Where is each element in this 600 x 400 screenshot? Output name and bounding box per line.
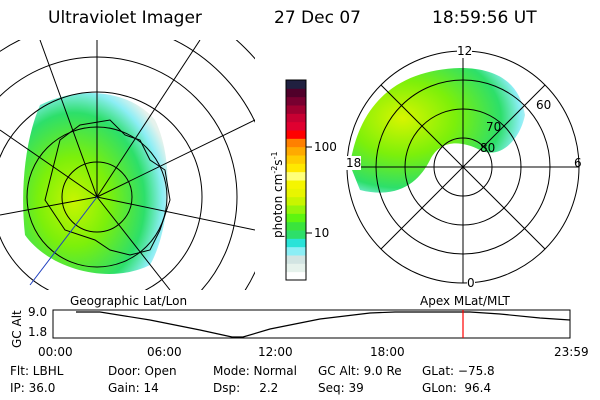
x-tick-1800: 18:00 — [370, 345, 405, 359]
x-tick-2359: 23:59 — [554, 345, 589, 359]
y-tick-1-8: 1.8 — [28, 325, 48, 339]
x-tick-1200: 12:00 — [258, 345, 293, 359]
instrument-title: Ultraviolet Imager — [48, 8, 202, 28]
gc-alt-info: GC Alt: 9.0 Re — [318, 364, 402, 378]
dsp-info: Dsp: 2.2 — [213, 381, 279, 395]
colorbar-segment — [286, 171, 306, 181]
mlt-label-12: 12 — [457, 44, 473, 58]
colorbar-segment — [286, 246, 306, 256]
colorbar-segment — [286, 121, 306, 131]
colorbar-segment — [286, 138, 306, 148]
colorbar-segment — [286, 196, 306, 206]
gain-info: Gain: 14 — [108, 381, 159, 395]
polar-mlat-mlt-plot — [346, 50, 580, 284]
colorbar-segment — [286, 188, 306, 198]
colorbar-segment — [286, 205, 306, 214]
colorbar-segment — [286, 80, 306, 89]
gc-alt-axis-label: GC Alt — [10, 310, 24, 348]
colorbar-segment — [286, 255, 306, 264]
colorbar-segment — [286, 113, 306, 123]
colorbar-segment — [286, 180, 306, 189]
geographic-map — [0, 40, 255, 290]
colorbar-segment — [286, 88, 306, 98]
mlat-label-80: 80 — [480, 141, 496, 155]
colorbar — [286, 80, 306, 281]
colorbar-segment — [286, 105, 306, 114]
mlat-label-70: 70 — [486, 120, 502, 134]
mlt-label-0: 0 — [467, 276, 475, 290]
door-info: Door: Open — [108, 364, 177, 378]
colorbar-tick-10: 10 — [314, 226, 330, 240]
colorbar-segment — [286, 230, 306, 239]
colorbar-tick-100: 100 — [314, 140, 337, 154]
geographic-label: Geographic Lat/Lon — [70, 294, 188, 308]
filter-info: Flt: LBHL — [10, 364, 64, 378]
seq-info: Seq: 39 — [318, 381, 364, 395]
colorbar-segment — [286, 221, 306, 231]
colorbar-segment — [286, 130, 306, 139]
mlt-label-6: 6 — [574, 156, 582, 170]
colorbar-segment — [286, 163, 306, 173]
colorbar-segment — [286, 238, 306, 248]
mlt-label-18: 18 — [346, 156, 362, 170]
altitude-timeline — [52, 309, 571, 339]
colorbar-segment — [286, 155, 306, 164]
x-tick-0600: 06:00 — [147, 345, 182, 359]
colorbar-segment — [286, 271, 306, 281]
glat-info: GLat: −75.8 — [422, 364, 495, 378]
mode-info: Mode: Normal — [213, 364, 297, 378]
date-label: 27 Dec 07 — [274, 8, 361, 28]
colorbar-segment — [286, 96, 306, 106]
apex-label: Apex MLat/MLT — [420, 294, 510, 308]
colorbar-unit-label: photon cm-2s-1 — [270, 151, 285, 238]
y-tick-9: 9.0 — [28, 305, 48, 319]
colorbar-segment — [286, 263, 306, 273]
mlat-label-60: 60 — [536, 98, 552, 112]
colorbar-segment — [286, 213, 306, 223]
time-label: 18:59:56 UT — [432, 8, 537, 28]
ip-info: IP: 36.0 — [10, 381, 56, 395]
glon-info: GLon: 96.4 — [422, 381, 492, 395]
x-tick-0000: 00:00 — [38, 345, 73, 359]
colorbar-segment — [286, 146, 306, 156]
